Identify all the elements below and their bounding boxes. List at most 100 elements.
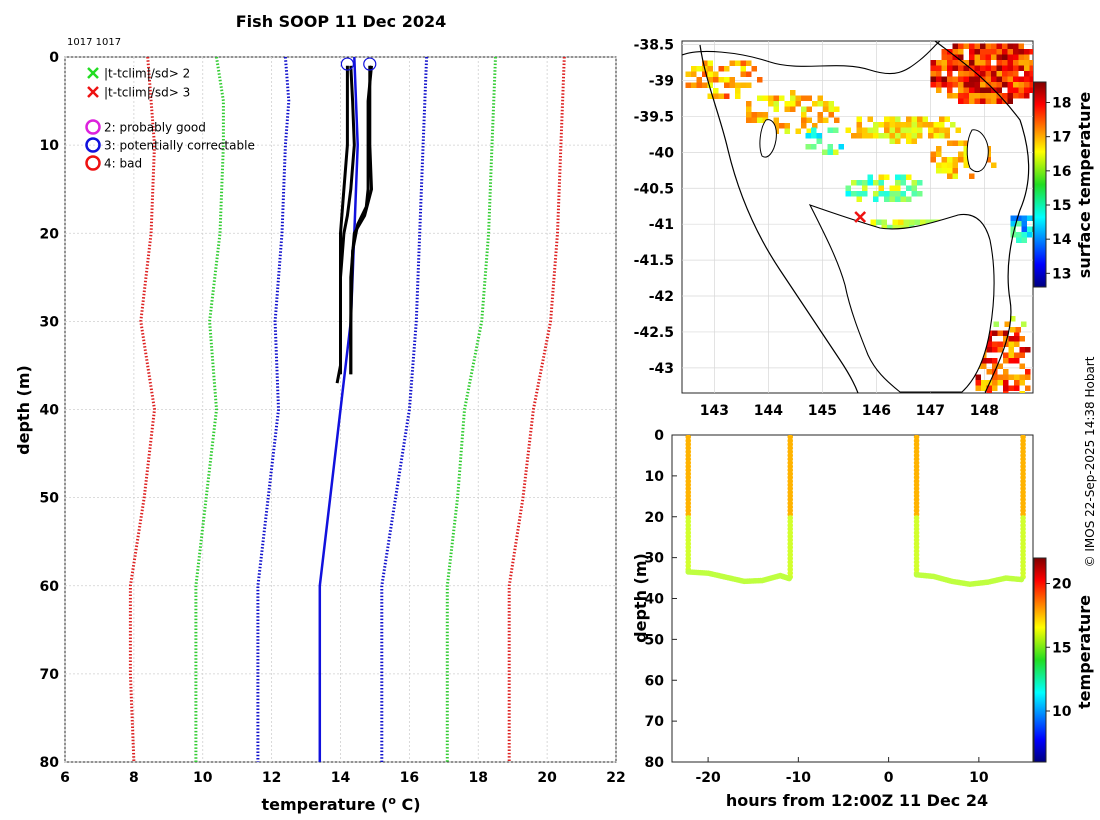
sst-pixel xyxy=(980,43,986,49)
sst-pixel xyxy=(851,180,857,186)
sst-pixel xyxy=(1018,65,1024,71)
sst-pixel xyxy=(1024,71,1030,77)
sst-pixel xyxy=(997,380,1003,386)
profile-flags-group xyxy=(340,57,377,71)
sst-pixel xyxy=(963,140,969,146)
sst-pixel xyxy=(1019,391,1025,393)
sst-pixel xyxy=(1019,347,1025,353)
sst-pixel xyxy=(1029,82,1033,88)
sst-pixel xyxy=(1041,71,1047,77)
sst-pixel xyxy=(779,123,785,129)
sst-pixel xyxy=(812,101,818,107)
sst-pixel xyxy=(930,65,936,71)
sst-pixel xyxy=(887,225,893,231)
sst-pixel xyxy=(718,77,724,83)
sst-pixel xyxy=(1019,352,1025,358)
sst-pixel xyxy=(941,49,947,55)
dt-y-tick-label: 60 xyxy=(645,673,665,689)
profile-chart: Fish SOOP 11 Dec 2024 1017 1017 6 8 10 12 14… xyxy=(14,12,626,814)
sst-pixel xyxy=(992,341,998,347)
sst-pixel xyxy=(985,43,991,49)
sst-pixel xyxy=(1007,71,1013,77)
sst-pixel xyxy=(969,93,975,99)
map-y-tick-label: -41.5 xyxy=(634,253,674,269)
sst-pixel xyxy=(889,191,895,197)
sst-pixel xyxy=(1027,215,1033,221)
sst-pixel xyxy=(900,196,906,202)
temp-cb-tick-label: 15 xyxy=(1052,640,1071,656)
legend-item-label: 2: probably good xyxy=(104,121,206,135)
sst-pixel xyxy=(1018,49,1024,55)
sst-pixel xyxy=(958,157,964,163)
sst-pixel xyxy=(917,122,923,128)
sst-pixel xyxy=(838,144,844,150)
sst-pixel xyxy=(1010,327,1016,333)
dt-y-ticks: 0 10 20 30 40 50 60 70 80 xyxy=(645,428,677,771)
dt-y-tick-label: 0 xyxy=(654,428,664,444)
sst-pixel xyxy=(986,385,992,391)
sst-pixel xyxy=(930,82,936,88)
sst-pixel xyxy=(947,54,953,60)
legend-x-stroke xyxy=(87,86,99,98)
sst-pixel xyxy=(909,219,915,225)
profile-x-tick-label: 18 xyxy=(469,770,488,786)
sst-pixel xyxy=(963,162,969,168)
sst-pixel xyxy=(862,180,868,186)
sst-pixel xyxy=(713,77,719,83)
sst-pixel xyxy=(996,87,1002,93)
sst-pixel xyxy=(845,191,851,197)
sst-pixel xyxy=(900,127,906,133)
sst-pixel xyxy=(980,54,986,60)
sst-pixel xyxy=(806,128,812,134)
sst-pixel xyxy=(941,60,947,66)
sst-pixel xyxy=(939,127,945,133)
sst-pixel xyxy=(685,82,691,88)
sst-pixel xyxy=(969,43,975,49)
sst-pixel xyxy=(992,397,998,403)
sst-pixel xyxy=(707,71,713,77)
sst-pixel xyxy=(724,66,730,72)
sst-pixel xyxy=(898,225,904,231)
temp-colorbar xyxy=(1033,557,1047,763)
sst-pixel xyxy=(930,60,936,66)
dt-x-tick-label: -10 xyxy=(786,770,812,786)
sst-pixel xyxy=(947,76,953,82)
sst-pixel xyxy=(1025,385,1031,391)
sst-pixel xyxy=(895,191,901,197)
sst-pixel xyxy=(947,93,953,99)
sst-pixel xyxy=(806,95,812,101)
sst-pixel xyxy=(991,71,997,77)
sst-pixel xyxy=(773,101,779,107)
sst-pixel xyxy=(884,127,890,133)
sst-pixel xyxy=(892,225,898,231)
sst-pixel xyxy=(1018,54,1024,60)
sst-pixel xyxy=(816,138,822,144)
sst-pixel xyxy=(952,93,958,99)
sst-pixel xyxy=(1003,369,1009,375)
sst-pixel xyxy=(1025,347,1031,353)
sst-pixel xyxy=(1018,82,1024,88)
legend-item-label: 3: potentially correctable xyxy=(104,139,255,153)
sst-pixel xyxy=(936,82,942,88)
sst-pixel xyxy=(974,87,980,93)
legend-item-label: 4: bad xyxy=(104,157,142,171)
profile-series-obs-4 xyxy=(349,65,373,375)
sst-pixel xyxy=(936,146,942,152)
profile-x-tick-label: 8 xyxy=(129,770,139,786)
sst-pixel xyxy=(729,77,735,83)
sst-pixel xyxy=(933,122,939,128)
sst-pixel xyxy=(735,93,741,99)
sst-pixel xyxy=(933,127,939,133)
sst-pixel xyxy=(941,54,947,60)
legend-circle-marker xyxy=(85,137,101,153)
sst-pixel xyxy=(702,82,708,88)
shelf-contour xyxy=(699,44,859,393)
sst-pixel xyxy=(952,162,958,168)
sst-pixel xyxy=(1035,60,1041,66)
sst-pixel xyxy=(845,127,851,133)
sst-pixel xyxy=(881,225,887,231)
sst-pixel xyxy=(735,60,741,66)
legend-x-marker xyxy=(87,86,99,98)
profile-series-clim-3sd-high xyxy=(507,57,566,762)
sst-pixel xyxy=(936,151,942,157)
